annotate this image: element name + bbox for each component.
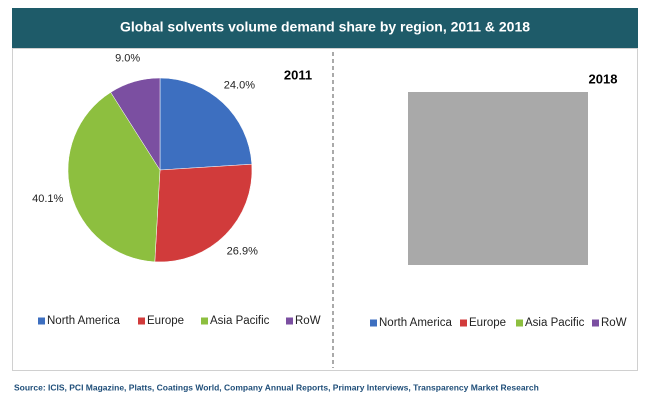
legend-swatch: [516, 319, 523, 327]
pie-slice: [67, 91, 161, 263]
legend-label: RoW: [295, 315, 321, 327]
legend-label: North America: [47, 315, 120, 327]
legend-label: North America: [379, 317, 452, 329]
legend-swatch: [286, 317, 293, 325]
legend-swatch: [38, 317, 45, 325]
legend-swatch: [460, 319, 467, 327]
legend-swatch: [370, 319, 377, 327]
pie-slice: [159, 77, 253, 171]
chart-year: 2011: [284, 67, 312, 82]
legend-label: Europe: [147, 315, 184, 327]
source: Source: ICIS, PCI Magazine, Platts, Coat…: [14, 382, 539, 392]
obscuring-box: [408, 92, 588, 265]
data-label: 24.0%: [224, 79, 255, 91]
legend-swatch: [201, 317, 208, 325]
legend-swatch: [592, 319, 599, 327]
chart-year: 2018: [589, 71, 618, 86]
legend-label: Europe: [469, 317, 506, 329]
data-label: 40.1%: [32, 193, 63, 205]
pie-slice: [110, 77, 161, 171]
title: Global solvents volume demand share by r…: [120, 19, 530, 35]
legend-label: RoW: [601, 317, 627, 329]
data-label: 26.9%: [227, 246, 258, 258]
legend-label: Asia Pacific: [525, 317, 585, 329]
header-bar: [12, 8, 638, 48]
pie-slice: [154, 163, 253, 263]
legend-swatch: [138, 317, 145, 325]
legend-label: Asia Pacific: [210, 315, 270, 327]
data-label: 9.0%: [115, 53, 140, 65]
